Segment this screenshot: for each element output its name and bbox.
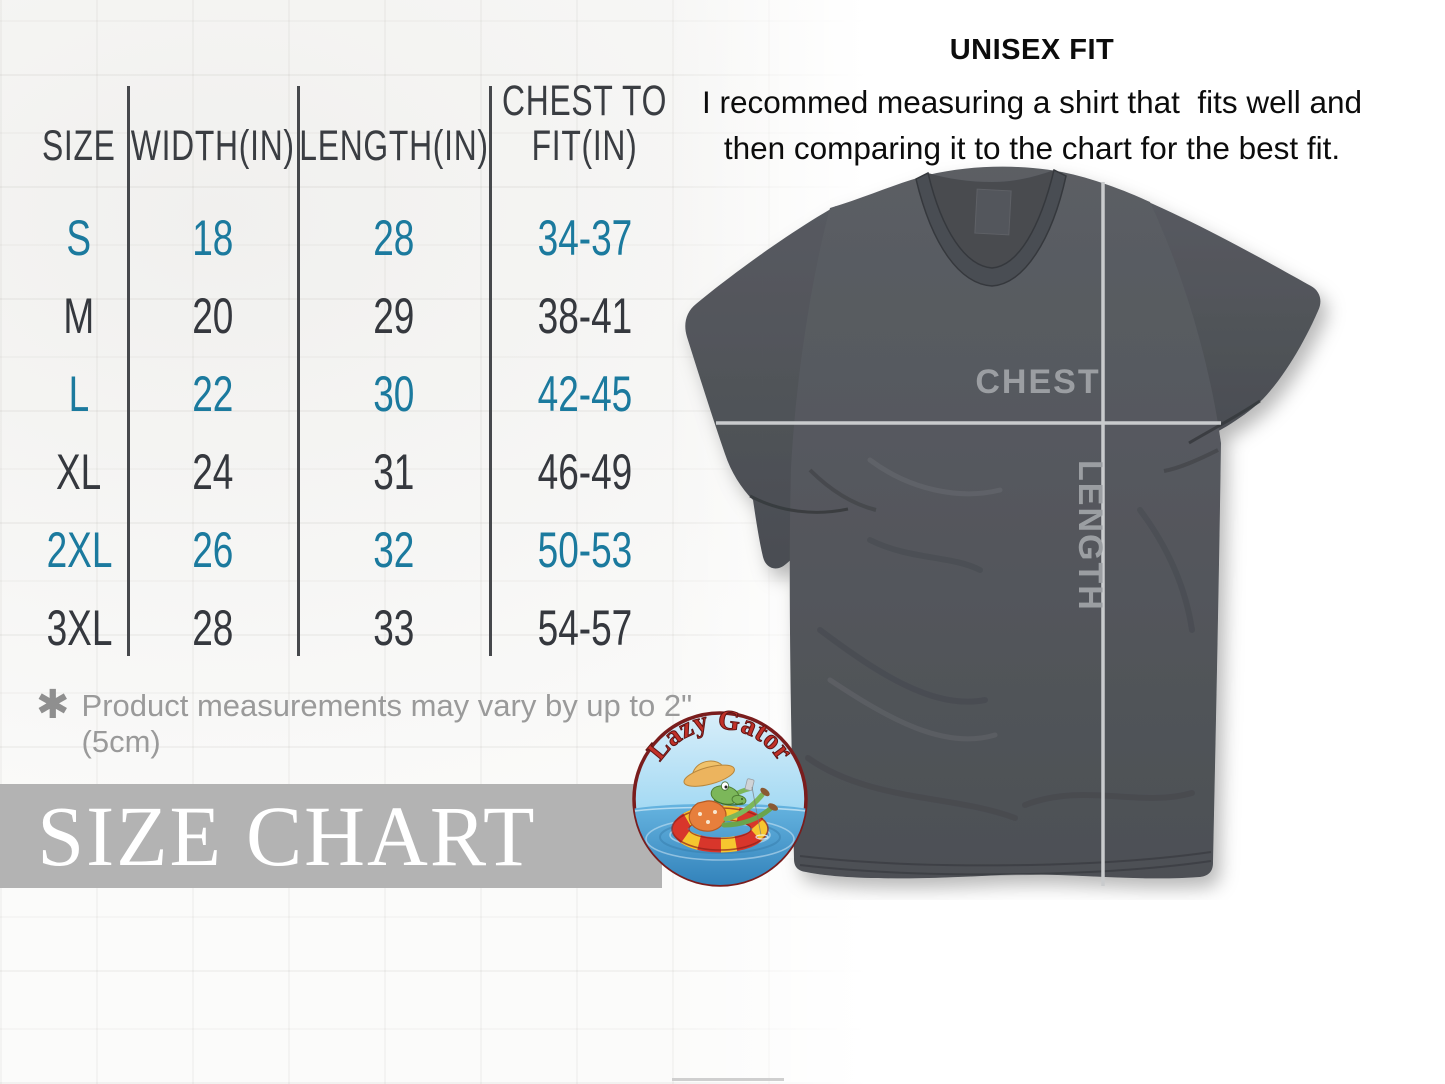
neck-label: [974, 188, 1012, 236]
table-row: S 18 28 34-37: [30, 198, 680, 278]
title-banner: SIZE CHART: [0, 784, 662, 888]
cell-length: 29: [373, 288, 415, 344]
tshirt-mockup: CHEST LENGTH: [685, 166, 1321, 886]
cell-length: 32: [373, 522, 415, 578]
table-row: 2XL 26 32 50-53: [30, 510, 680, 590]
table-row: M 20 29 38-41: [30, 276, 680, 356]
table-header-row: SIZE WIDTH(IN) LENGTH(IN) CHEST TO FIT(IN…: [30, 78, 680, 176]
table-row: 3XL 28 33 54-57: [30, 588, 680, 668]
cell-chest: 54-57: [537, 600, 633, 656]
cell-chest: 42-45: [537, 366, 633, 422]
cell-chest: 50-53: [537, 522, 633, 578]
cell-width: 24: [192, 444, 234, 500]
fit-heading: UNISEX FIT: [949, 34, 1115, 66]
table-row: L 22 30 42-45: [30, 354, 680, 434]
straw-hat: [683, 760, 735, 787]
cell-chest: 34-37: [537, 210, 633, 266]
cell-width: 18: [192, 210, 234, 266]
tshirt-shape: [685, 166, 1321, 879]
fit-text-line1: I recommed measuring a shirt that fits w…: [701, 84, 1363, 120]
lazy-gator-logo: Lazy Gator: [632, 707, 808, 887]
table-divider-1: [127, 86, 130, 656]
cell-width: 28: [192, 600, 234, 656]
column-header-size: SIZE: [42, 122, 116, 171]
column-header-width: WIDTH(IN): [131, 122, 295, 171]
cell-size: S: [66, 210, 92, 266]
table-row: XL 24 31 46-49: [30, 432, 680, 512]
chest-label: CHEST: [975, 363, 1100, 401]
cell-chest: 46-49: [537, 444, 633, 500]
cell-width: 22: [192, 366, 234, 422]
fit-info: UNISEX FIT I recommed measuring a shirt …: [660, 34, 1404, 171]
cell-length: 30: [373, 366, 415, 422]
asterisk-icon: ✱: [36, 683, 70, 727]
table-divider-2: [297, 86, 300, 656]
gator-character: [683, 760, 778, 840]
cell-length: 31: [373, 444, 415, 500]
cell-size: 2XL: [46, 522, 112, 578]
cell-size: M: [63, 288, 95, 344]
page-title: SIZE CHART: [37, 788, 537, 884]
length-label: LENGTH: [1071, 460, 1109, 612]
note-text: Product measurements may vary by up to 2…: [81, 688, 693, 759]
cell-length: 33: [373, 600, 415, 656]
cell-size: XL: [56, 444, 102, 500]
cell-chest: 38-41: [537, 288, 633, 344]
measurement-lines: CHEST LENGTH: [716, 182, 1221, 886]
cell-size: 3XL: [46, 600, 112, 656]
fit-text-line2: then comparing it to the chart for the b…: [723, 130, 1341, 166]
cell-width: 26: [192, 522, 234, 578]
cell-size: L: [68, 366, 90, 422]
table-divider-3: [489, 86, 492, 656]
fishing-line: [751, 786, 762, 836]
bottom-edge-mark: [672, 1078, 784, 1081]
column-header-length: LENGTH(IN): [299, 122, 489, 171]
cell-width: 20: [192, 288, 234, 344]
measurement-note: ✱ Product measurements may vary by up to…: [36, 680, 696, 760]
column-header-chest: CHEST TO FIT(IN): [502, 76, 668, 171]
cell-length: 28: [373, 210, 415, 266]
collar: [915, 168, 1067, 287]
